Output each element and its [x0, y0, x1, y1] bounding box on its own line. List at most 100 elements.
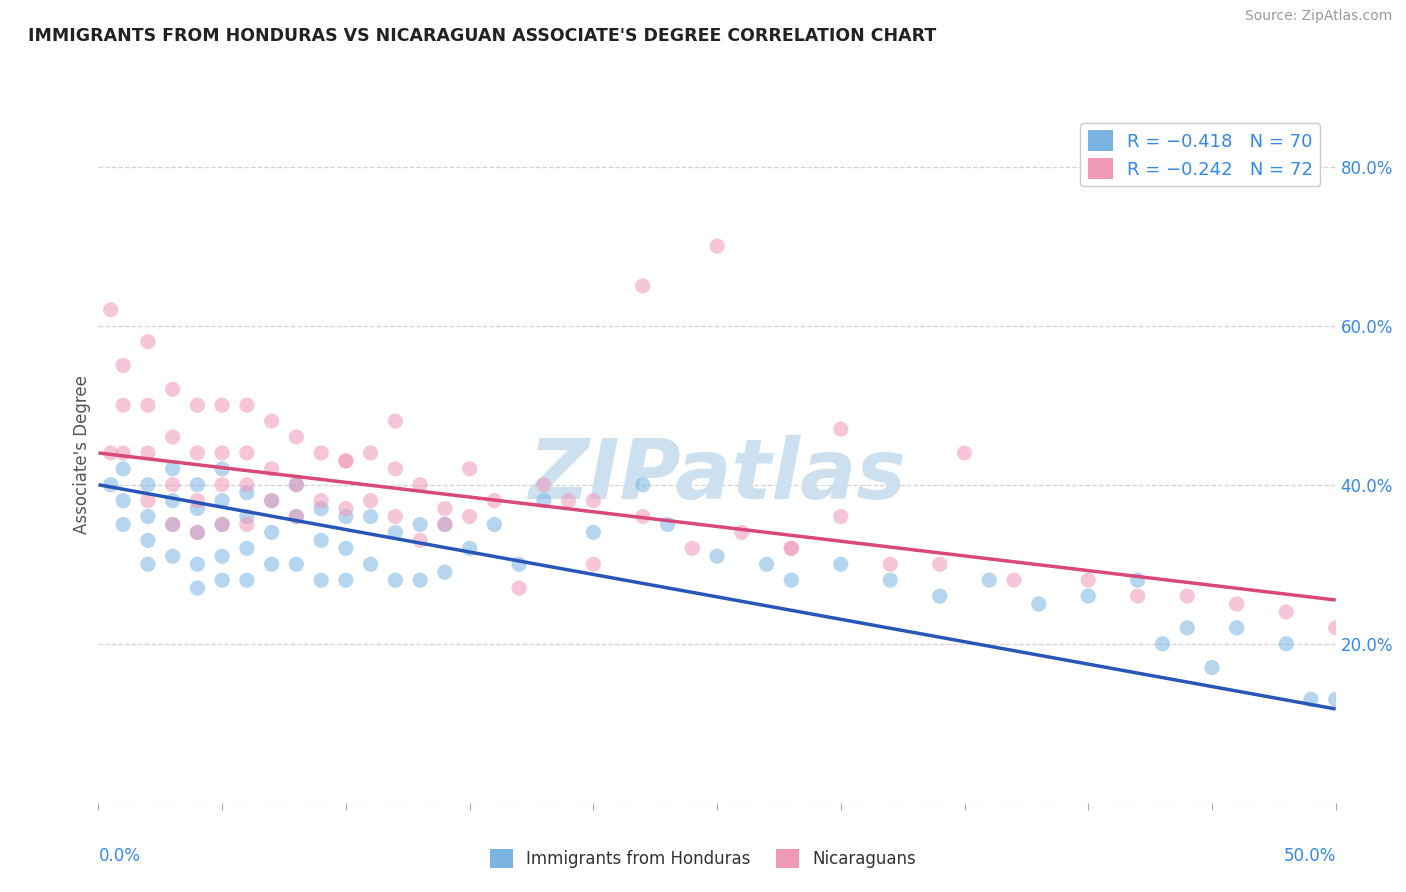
Point — [409, 573, 432, 587]
Point — [136, 477, 159, 491]
Point — [731, 525, 754, 540]
Point — [112, 462, 135, 476]
Point — [309, 446, 332, 460]
Point — [136, 509, 159, 524]
Point — [136, 533, 159, 548]
Point — [557, 493, 579, 508]
Point — [335, 541, 357, 556]
Text: ZIPatlas: ZIPatlas — [529, 435, 905, 516]
Text: IMMIGRANTS FROM HONDURAS VS NICARAGUAN ASSOCIATE'S DEGREE CORRELATION CHART: IMMIGRANTS FROM HONDURAS VS NICARAGUAN A… — [28, 27, 936, 45]
Point — [384, 525, 406, 540]
Point — [335, 454, 357, 468]
Point — [1299, 692, 1322, 706]
Y-axis label: Associate's Degree: Associate's Degree — [73, 376, 91, 534]
Point — [780, 573, 803, 587]
Point — [335, 501, 357, 516]
Point — [360, 558, 382, 572]
Point — [582, 493, 605, 508]
Point — [211, 549, 233, 564]
Point — [1324, 621, 1347, 635]
Point — [360, 509, 382, 524]
Point — [780, 541, 803, 556]
Point — [1275, 605, 1298, 619]
Point — [136, 558, 159, 572]
Point — [433, 517, 456, 532]
Point — [360, 446, 382, 460]
Point — [186, 581, 208, 595]
Point — [458, 509, 481, 524]
Point — [136, 398, 159, 412]
Point — [211, 477, 233, 491]
Point — [211, 573, 233, 587]
Point — [260, 462, 283, 476]
Point — [309, 573, 332, 587]
Point — [136, 446, 159, 460]
Text: Source: ZipAtlas.com: Source: ZipAtlas.com — [1244, 9, 1392, 23]
Point — [112, 398, 135, 412]
Point — [384, 414, 406, 428]
Point — [162, 477, 184, 491]
Point — [236, 541, 259, 556]
Point — [384, 509, 406, 524]
Point — [100, 477, 122, 491]
Point — [508, 581, 530, 595]
Point — [830, 558, 852, 572]
Point — [162, 517, 184, 532]
Point — [458, 541, 481, 556]
Point — [582, 558, 605, 572]
Point — [484, 517, 506, 532]
Point — [211, 517, 233, 532]
Point — [186, 477, 208, 491]
Point — [384, 573, 406, 587]
Point — [1028, 597, 1050, 611]
Point — [706, 549, 728, 564]
Point — [335, 454, 357, 468]
Point — [162, 549, 184, 564]
Point — [681, 541, 703, 556]
Point — [162, 517, 184, 532]
Point — [260, 493, 283, 508]
Point — [830, 509, 852, 524]
Point — [236, 485, 259, 500]
Point — [162, 493, 184, 508]
Point — [162, 462, 184, 476]
Text: 50.0%: 50.0% — [1284, 847, 1336, 865]
Point — [953, 446, 976, 460]
Point — [631, 279, 654, 293]
Point — [112, 493, 135, 508]
Point — [236, 573, 259, 587]
Point — [433, 565, 456, 579]
Point — [533, 493, 555, 508]
Point — [409, 477, 432, 491]
Point — [236, 509, 259, 524]
Point — [706, 239, 728, 253]
Point — [236, 398, 259, 412]
Point — [533, 477, 555, 491]
Point — [409, 517, 432, 532]
Point — [335, 573, 357, 587]
Legend: R = −0.418   N = 70, R = −0.242   N = 72: R = −0.418 N = 70, R = −0.242 N = 72 — [1080, 123, 1320, 186]
Point — [508, 558, 530, 572]
Text: 0.0%: 0.0% — [98, 847, 141, 865]
Point — [211, 446, 233, 460]
Point — [285, 477, 308, 491]
Point — [1175, 589, 1198, 603]
Point — [211, 462, 233, 476]
Point — [1126, 589, 1149, 603]
Point — [260, 414, 283, 428]
Point — [1077, 573, 1099, 587]
Point — [162, 382, 184, 396]
Point — [112, 446, 135, 460]
Point — [409, 533, 432, 548]
Point — [309, 501, 332, 516]
Point — [1275, 637, 1298, 651]
Point — [285, 509, 308, 524]
Point — [186, 525, 208, 540]
Point — [1201, 660, 1223, 674]
Point — [979, 573, 1001, 587]
Point — [780, 541, 803, 556]
Point — [335, 509, 357, 524]
Point — [1152, 637, 1174, 651]
Point — [100, 302, 122, 317]
Point — [879, 558, 901, 572]
